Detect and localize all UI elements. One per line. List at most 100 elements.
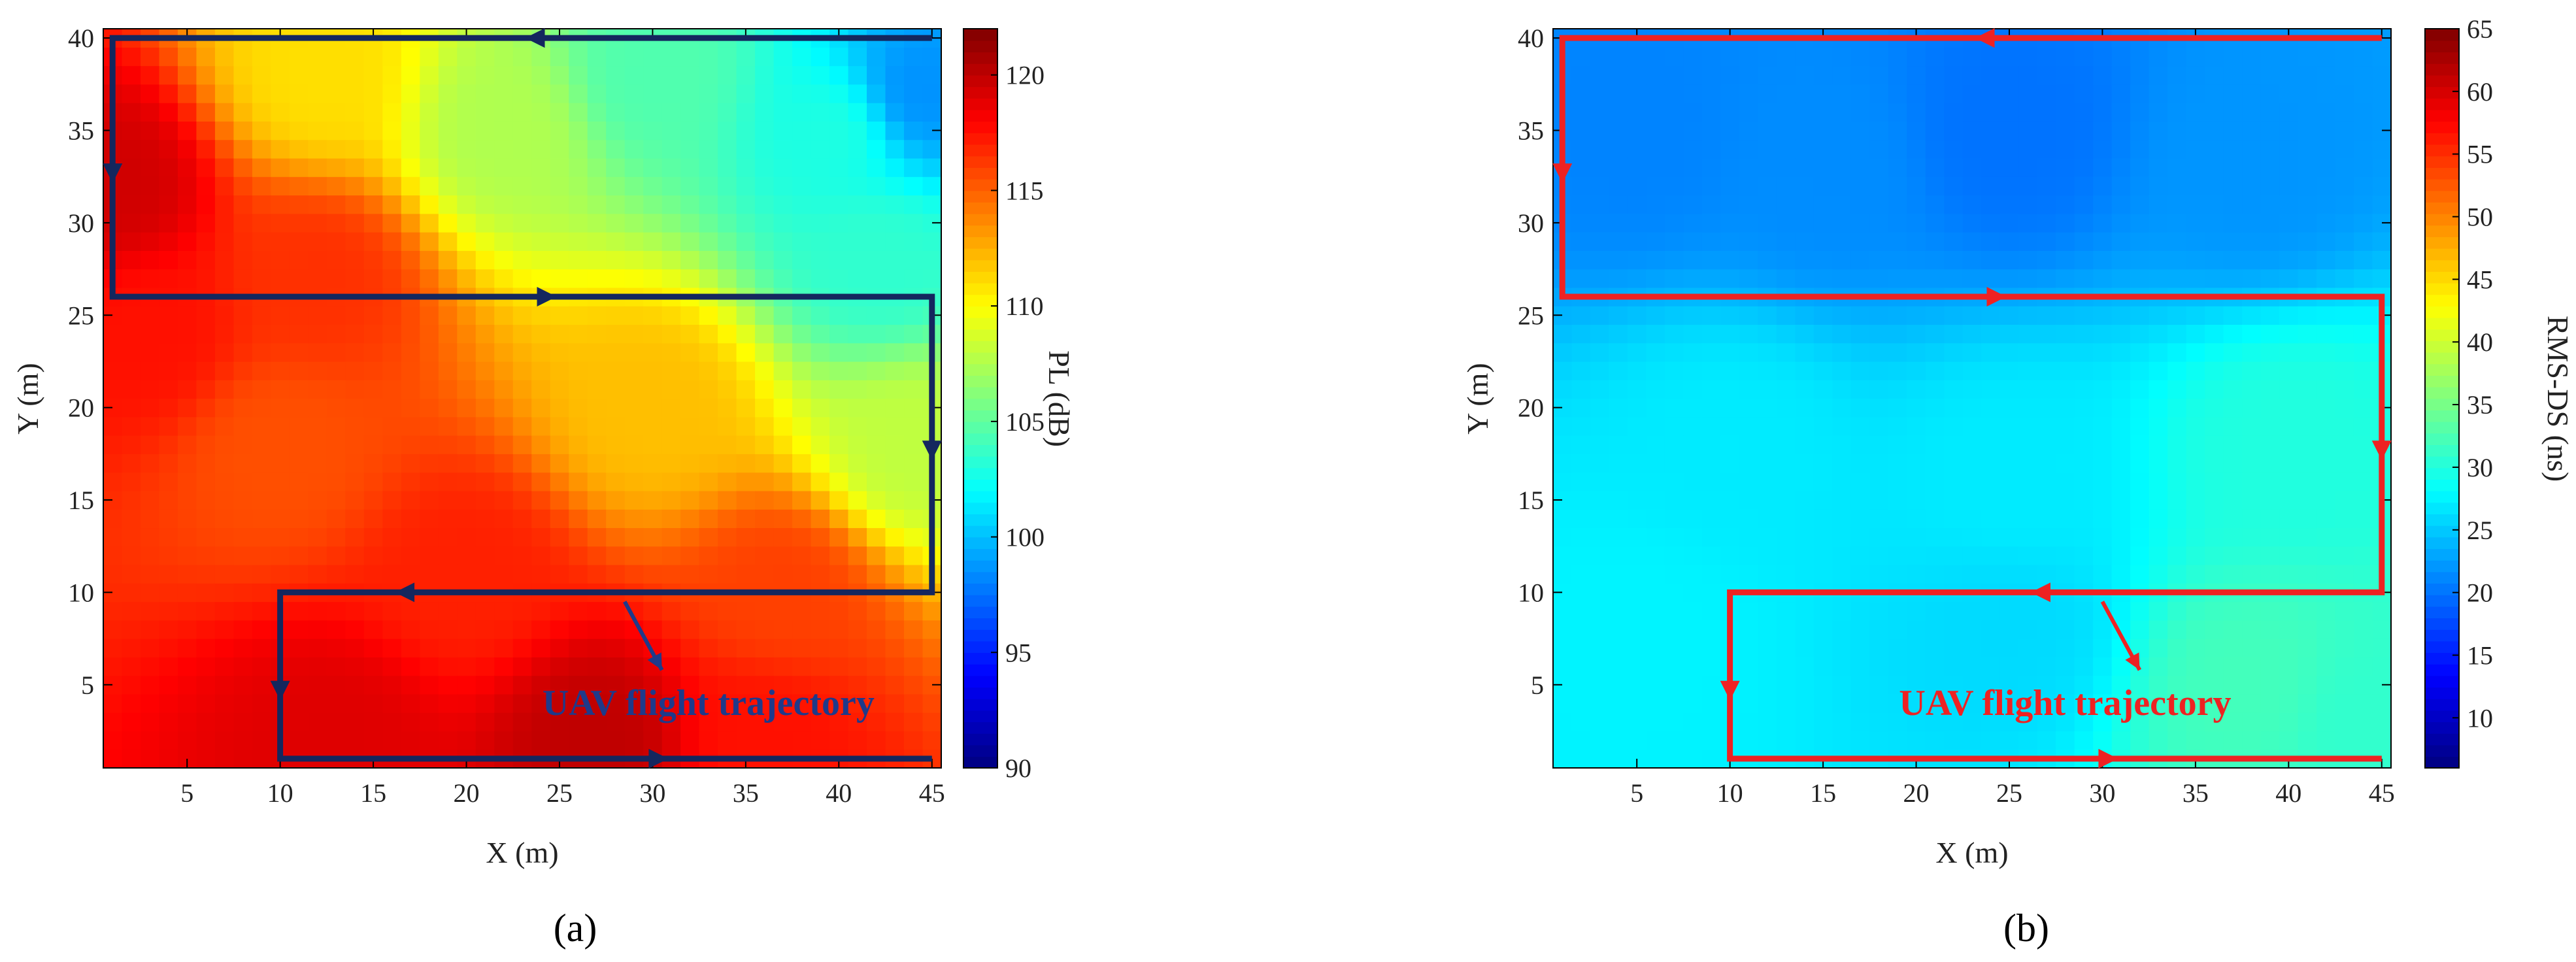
- heatmap-cell: [382, 342, 402, 362]
- heatmap-cell: [308, 416, 327, 436]
- heatmap-cell: [661, 639, 681, 657]
- heatmap-cell: [2205, 712, 2224, 732]
- heatmap-cell: [2149, 47, 2168, 67]
- heatmap-cell: [438, 546, 458, 565]
- heatmap-cell: [587, 657, 607, 676]
- heatmap-cell: [867, 564, 886, 584]
- heatmap-cell: [606, 657, 626, 676]
- heatmap-cell: [1850, 712, 1870, 732]
- heatmap-cell: [140, 416, 160, 436]
- heatmap-cell: [177, 195, 197, 214]
- heatmap-cell: [159, 546, 178, 565]
- heatmap-cell: [420, 639, 439, 657]
- colorbar-swatch: [2425, 133, 2459, 145]
- heatmap-cell: [792, 250, 812, 270]
- heatmap-cell: [1888, 657, 1907, 676]
- heatmap-cell: [680, 657, 700, 676]
- heatmap-cell: [2130, 361, 2150, 380]
- heatmap-cell: [1720, 103, 1740, 122]
- heatmap-cell: [2037, 306, 2056, 325]
- heatmap-cell: [2223, 601, 2243, 621]
- heatmap-cell: [2354, 657, 2373, 676]
- heatmap-cell: [1627, 47, 1647, 67]
- heatmap-cell: [494, 232, 514, 251]
- heatmap-cell: [1646, 269, 1665, 288]
- heatmap-cell: [1590, 639, 1610, 657]
- heatmap-cell: [214, 158, 235, 177]
- heatmap-cell: [569, 416, 588, 436]
- heatmap-cell: [122, 490, 141, 510]
- heatmap-cell: [1553, 361, 1573, 380]
- heatmap-cell: [2130, 454, 2150, 473]
- heatmap-cell: [2056, 601, 2075, 621]
- heatmap-cell: [2149, 490, 2168, 510]
- heatmap-cell: [326, 361, 346, 380]
- y-tick-label: 30: [1518, 208, 1544, 238]
- colorbar-swatch: [963, 456, 997, 469]
- heatmap-cell: [1571, 139, 1591, 159]
- heatmap-cell: [401, 454, 420, 473]
- heatmap-cell: [271, 435, 290, 454]
- heatmap-cell: [2167, 84, 2187, 103]
- heatmap-cell: [140, 324, 160, 344]
- heatmap-cell: [1758, 639, 1777, 657]
- heatmap-cell: [233, 324, 253, 344]
- heatmap-cell: [1962, 65, 1982, 85]
- heatmap-cell: [233, 620, 253, 639]
- heatmap-cell: [2037, 361, 2056, 380]
- heatmap-cell: [811, 435, 830, 454]
- heatmap-cell: [512, 84, 532, 103]
- heatmap-cell: [457, 121, 477, 141]
- heatmap-cell: [1832, 675, 1852, 695]
- heatmap-cell: [643, 84, 663, 103]
- heatmap-cell: [1869, 527, 1889, 547]
- heatmap-cell: [2223, 306, 2243, 325]
- heatmap-cell: [1590, 176, 1610, 196]
- heatmap-cell: [531, 65, 551, 85]
- heatmap-cell: [531, 675, 551, 695]
- heatmap-cell: [494, 527, 514, 547]
- heatmap-cell: [2279, 84, 2299, 103]
- heatmap-cell: [122, 158, 141, 177]
- heatmap-cell: [2056, 213, 2075, 233]
- heatmap-cell: [2056, 342, 2075, 362]
- heatmap-cell: [1590, 213, 1610, 233]
- heatmap-cell: [755, 306, 775, 325]
- heatmap-cell: [1981, 490, 2001, 510]
- colorbar-tick-label: 55: [2467, 140, 2493, 169]
- heatmap-cell: [382, 195, 402, 214]
- heatmap-cell: [2167, 342, 2187, 362]
- heatmap-cell: [829, 213, 849, 233]
- heatmap-cell: [233, 361, 253, 380]
- heatmap-cell: [680, 65, 700, 85]
- heatmap-cell: [736, 601, 756, 621]
- heatmap-cell: [177, 416, 197, 436]
- heatmap-cell: [792, 509, 812, 529]
- heatmap-cell: [2335, 232, 2354, 251]
- heatmap-cell: [867, 675, 886, 695]
- heatmap-cell: [587, 639, 607, 657]
- heatmap-cell: [1944, 693, 1964, 713]
- heatmap-cell: [214, 250, 235, 270]
- heatmap-cell: [1701, 342, 1721, 362]
- heatmap-cell: [363, 158, 383, 177]
- heatmap-cell: [885, 472, 905, 491]
- heatmap-cell: [103, 749, 123, 769]
- heatmap-cell: [2260, 213, 2280, 233]
- heatmap-cell: [1609, 416, 1628, 436]
- heatmap-cell: [2074, 564, 2094, 584]
- heatmap-cell: [512, 232, 532, 251]
- heatmap-cell: [867, 435, 886, 454]
- heatmap-cell: [550, 657, 569, 676]
- heatmap-cell: [2018, 139, 2038, 159]
- heatmap-cell: [1664, 213, 1684, 233]
- heatmap-cell: [2317, 361, 2336, 380]
- heatmap-cell: [308, 139, 327, 159]
- heatmap-cell: [1925, 195, 1945, 214]
- heatmap-cell: [2093, 103, 2113, 122]
- heatmap-cell: [848, 213, 867, 233]
- direction-arrow: [537, 286, 557, 307]
- heatmap-cell: [2372, 657, 2392, 676]
- heatmap-cell: [1832, 564, 1852, 584]
- heatmap-cell: [867, 639, 886, 657]
